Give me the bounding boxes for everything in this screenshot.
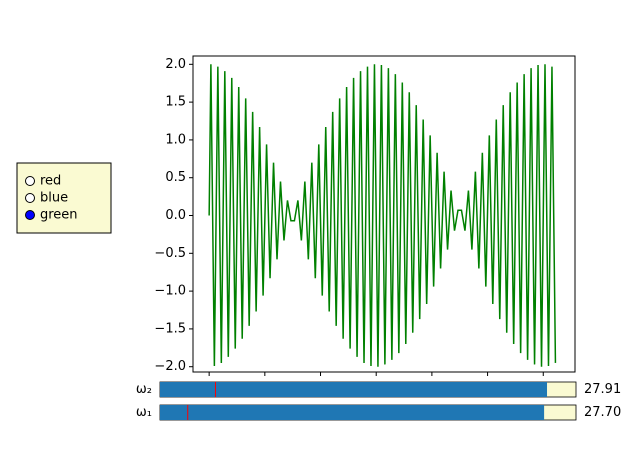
y-tick-label: −2.0 xyxy=(154,359,186,374)
slider-value: 27.70 xyxy=(584,405,621,420)
slider-fill[interactable] xyxy=(160,405,545,420)
slider-label: ω₁ xyxy=(136,405,152,420)
y-tick-label: −0.5 xyxy=(154,246,186,261)
slider-value: 27.91 xyxy=(584,382,621,397)
y-tick-label: 0.5 xyxy=(165,170,186,185)
slider-label: ω₂ xyxy=(136,382,152,397)
y-tick-label: 0.0 xyxy=(165,208,186,223)
y-tick-label: 1.5 xyxy=(165,95,186,110)
radio-button[interactable] xyxy=(25,176,35,186)
y-tick-label: 1.0 xyxy=(165,132,186,147)
radio-label[interactable]: green xyxy=(40,208,78,223)
signal-line xyxy=(208,64,557,367)
radio-label[interactable]: blue xyxy=(40,191,68,206)
slider-fill[interactable] xyxy=(160,382,548,397)
radio-button[interactable] xyxy=(25,210,35,220)
y-tick-label: 2.0 xyxy=(165,57,186,72)
radio-label[interactable]: red xyxy=(40,174,61,189)
y-tick-label: −1.5 xyxy=(154,321,186,336)
radio-button[interactable] xyxy=(25,193,35,203)
y-tick-label: −1.0 xyxy=(154,284,186,299)
